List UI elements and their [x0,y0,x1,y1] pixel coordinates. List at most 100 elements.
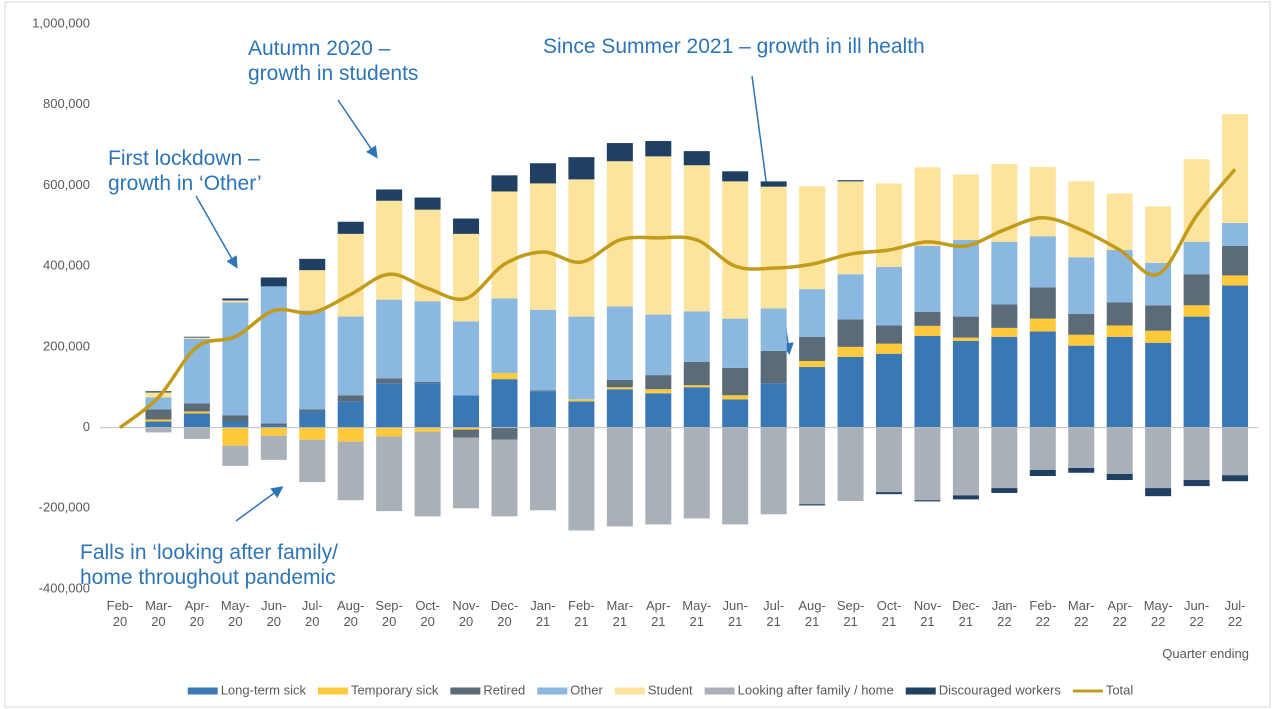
bar-segment [529,427,556,511]
bar-segment [1029,427,1056,470]
bar-segment [722,181,749,319]
bar-segment [952,340,979,428]
bar-segment [799,186,826,290]
bar-segment [376,383,403,428]
y-tick-label: 600,000 [43,177,90,192]
bar-segment [837,181,864,275]
bar-segment [453,427,480,430]
bar-segment [299,258,326,271]
bar-segment [376,427,403,437]
bar-segment [876,353,902,428]
bar-segment [1145,330,1172,343]
legend-swatch [450,687,481,695]
bar-segment [145,409,172,420]
annotation: Falls in ‘looking after family/ home thr… [80,541,338,589]
legend: Long-term sick Temporary sick Retired Other… [187,682,1133,697]
bar-segment [491,439,518,517]
x-tick-label: Jun-20 [261,598,287,629]
bar-segment [183,411,210,414]
bar-segment [606,387,633,390]
legend-label: Other [570,682,603,697]
bar-segment [991,488,1018,493]
bar-segment [529,390,556,392]
bar-segment [1029,287,1056,319]
x-tick-label: Nov-20 [452,598,480,629]
bar-segment [1029,236,1056,288]
legend-swatch [614,687,645,695]
bar-segment [453,321,480,396]
bar-segment [1106,427,1133,474]
x-tick-label: May-20 [220,598,250,629]
bar-segment [337,401,364,428]
bar-segment [453,437,480,509]
bar-segment [299,270,326,311]
bar-segment [1106,325,1133,337]
legend-label: Looking after family / home [738,682,894,697]
bar-segment [914,325,941,336]
bar-segment [683,385,710,388]
bar-segment [299,411,326,428]
x-tick-label: Jun-22 [1183,598,1210,629]
bar-segment [799,367,826,428]
bar-segment [299,409,326,412]
bar-segment [760,181,787,187]
y-tick-label: 400,000 [43,258,90,273]
legend-swatch [317,687,348,695]
bar-segment [645,375,672,390]
bar-segment [645,156,672,315]
bar-segment [760,427,787,515]
bar-segment [222,427,249,446]
x-tick-label: Feb-22 [1029,598,1057,629]
bar-segment [991,304,1018,328]
bar-segment [568,316,595,400]
bar-segment [376,436,403,512]
bar-segment [837,274,864,320]
bar-segment [568,427,595,531]
bar-segment [183,338,210,404]
bar-segment [376,189,403,201]
x-tick-label: Nov-21 [913,598,942,629]
legend-label: Student [648,682,693,697]
bar-segment [1029,166,1056,237]
legend-label: Long-term sick [221,682,307,697]
y-tick-label: 1,000,000 [32,15,90,30]
x-tick-label: Jul-20 [301,598,323,629]
bar-segment [376,299,403,379]
bar-segment [606,379,633,388]
bar-segment [876,343,902,354]
bar-segment [1222,245,1249,276]
bar-segment [683,387,710,428]
bar-segment [1222,113,1249,223]
bar-segment [837,427,864,502]
bar-segment [1068,313,1095,335]
bar-segment [1183,274,1210,306]
bar-segment [453,395,480,428]
bar-segment [414,427,441,432]
legend-label: Discouraged workers [939,682,1062,697]
bar-segment [260,277,287,287]
bar-segment [299,310,326,410]
bar-segment [299,427,326,440]
bar-segment [645,314,672,376]
bar-segment [952,495,979,500]
x-tick-label: Dec-20 [490,598,519,629]
bar-segment [491,373,518,380]
bar-segment [683,151,710,166]
bar-segment [837,346,864,357]
bar-segment [453,233,480,322]
bar-segment [183,403,210,412]
y-tick-label: -400,000 [39,580,90,595]
x-tick-label: Aug-21 [798,598,826,629]
bar-segment [183,427,210,439]
bar-segment [222,445,249,466]
bar-segment [799,360,826,368]
bar-segment [991,336,1018,428]
bar-segment [222,298,249,301]
bar-segment [145,397,172,410]
bar-segment [1183,305,1210,317]
bar-segment [1145,342,1172,428]
bar-segment [914,167,941,246]
bar-segment [337,441,364,501]
